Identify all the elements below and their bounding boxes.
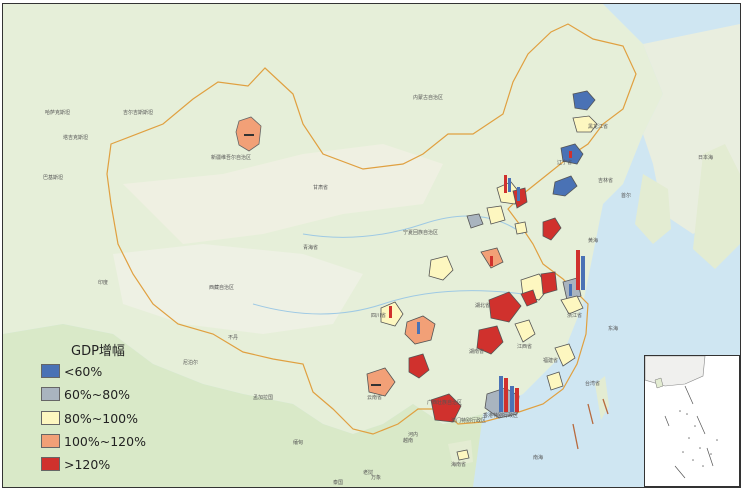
- map-label-seoul: 首尔: [621, 192, 631, 199]
- map-label-bangladesh: 孟加拉国: [253, 394, 273, 401]
- province-jiangsu: [560, 295, 584, 315]
- legend-label: <60%: [64, 363, 103, 379]
- province-heilongjiang-2: [572, 115, 598, 133]
- map-label-yellow-sea: 黄海: [588, 237, 598, 244]
- map-label-sichuan: 四川省: [371, 312, 386, 319]
- map-label-vientiane: 万象: [371, 474, 381, 481]
- land-mass: [693, 144, 740, 269]
- map-label-hainan: 海南省: [451, 461, 466, 468]
- map-label-sea-of-japan: 日本海: [698, 154, 713, 161]
- land-mass: [3, 4, 663, 434]
- maritime-boundary: [572, 398, 609, 450]
- province-henan-small: [514, 221, 528, 235]
- map-label-east-sea: 东海: [608, 325, 618, 332]
- legend-item-gt120: >120%: [41, 455, 110, 473]
- legend-title: GDP增幅: [71, 344, 125, 359]
- map-label-jilin: 吉林省: [598, 177, 613, 184]
- river: [252, 290, 524, 315]
- province-shaanxi: [480, 247, 504, 269]
- map-label-neimenggu: 内蒙古自治区: [413, 94, 443, 101]
- map-frame: 哈萨克斯坦 吉尔吉斯斯坦 塔吉克斯坦 巴基斯坦 印度 新疆维吾尔自治区 西藏自治…: [2, 3, 741, 488]
- map-label-macau: 澳门特别行政区: [451, 417, 486, 424]
- province-fujian: [546, 343, 576, 391]
- map-label-india: 印度: [98, 279, 108, 286]
- province-yunnan: [366, 367, 396, 397]
- legend-swatch: [41, 387, 60, 401]
- legend-item-lt60: <60%: [41, 362, 102, 380]
- map-label-liaoning: 辽宁省: [557, 159, 572, 166]
- map-label-south-sea: 南海: [533, 454, 543, 461]
- province-jilin: [560, 143, 584, 165]
- map-label-taiwan: 台湾省: [585, 380, 600, 387]
- legend-item-60-80: 60%~80%: [41, 385, 130, 403]
- map-label-vietnam: 越南: [403, 437, 413, 444]
- province-jiangxi: [514, 319, 536, 343]
- map-label-laos: 老挝: [363, 469, 373, 476]
- map-label-heilongjiang: 黑龙江省: [588, 123, 608, 130]
- map-label-pakistan: 巴基斯坦: [43, 174, 63, 181]
- province-liaoning: [552, 175, 578, 197]
- legend-label: 60%~80%: [64, 386, 131, 402]
- map-label-yunnan: 云南省: [367, 394, 382, 401]
- map-label-hongkong: 香港特别行政区: [483, 412, 518, 419]
- inset-map: [644, 355, 718, 479]
- land-mass: [3, 324, 483, 487]
- map-label-xinjiang: 新疆维吾尔自治区: [211, 154, 251, 161]
- legend-label: 80%~100%: [64, 410, 138, 426]
- province-hunan: [476, 325, 504, 355]
- land-mass: [595, 376, 609, 420]
- legend-label: 100%~120%: [64, 433, 146, 449]
- legend-swatch: [41, 457, 60, 471]
- plateau-region: [113, 244, 363, 334]
- china-map: 哈萨克斯坦 吉尔吉斯斯坦 塔吉克斯坦 巴基斯坦 印度 新疆维吾尔自治区 西藏自治…: [3, 4, 740, 487]
- map-label-myanmar: 缅甸: [293, 439, 303, 446]
- province-chongqing: [404, 315, 436, 345]
- map-label-kyrgyzstan: 吉尔吉斯斯坦: [123, 109, 153, 116]
- map-label-fujian: 福建省: [543, 357, 558, 364]
- map-label-nepal: 尼泊尔: [183, 359, 198, 366]
- map-label-tajikistan: 塔吉克斯坦: [63, 134, 88, 141]
- province-shandong: [542, 217, 562, 241]
- legend-label: >120%: [64, 456, 111, 472]
- province-hebei-1: [496, 175, 520, 205]
- map-label-ningxia: 宁夏回族自治区: [403, 229, 438, 236]
- province-hebei-2: [512, 187, 528, 209]
- province-xinjiang: [235, 116, 262, 152]
- province-guangdong: [484, 376, 520, 419]
- province-ningxia: [466, 213, 484, 229]
- map-label-zhejiang: 浙江省: [567, 312, 582, 319]
- map-label-hubei: 湖北省: [475, 302, 490, 309]
- map-label-hunan: 湖南省: [469, 348, 484, 355]
- map-label-qinghai: 青海省: [303, 244, 318, 251]
- map-label-guangxi: 广西壮族自治区: [427, 399, 462, 406]
- legend-swatch: [41, 434, 60, 448]
- south-china-sea-inset: [644, 355, 740, 487]
- map-label-bhutan: 不丹: [228, 335, 238, 341]
- map-label-gansu: 甘肃省: [313, 184, 328, 191]
- province-shanxi: [486, 205, 506, 225]
- map-label-hanoi: 河内: [408, 431, 418, 438]
- province-sichuan: [380, 301, 404, 327]
- province-guizhou: [408, 353, 430, 379]
- province-heilongjiang: [572, 90, 596, 111]
- land-mass: [635, 174, 671, 244]
- province-hubei: [488, 289, 538, 323]
- map-label-kazakhstan: 哈萨克斯坦: [45, 109, 70, 116]
- province-hainan: [456, 449, 470, 461]
- province-gansu: [428, 255, 454, 281]
- map-label-jiangxi: 江西省: [517, 343, 532, 350]
- legend-item-80-100: 80%~100%: [41, 409, 138, 427]
- legend-item-100-120: 100%~120%: [41, 432, 146, 450]
- map-label-thailand: 泰国: [333, 479, 343, 486]
- legend-swatch: [41, 411, 60, 425]
- map-label-xizang: 西藏自治区: [209, 284, 234, 291]
- province-guangxi: [430, 393, 462, 423]
- legend-swatch: [41, 364, 60, 378]
